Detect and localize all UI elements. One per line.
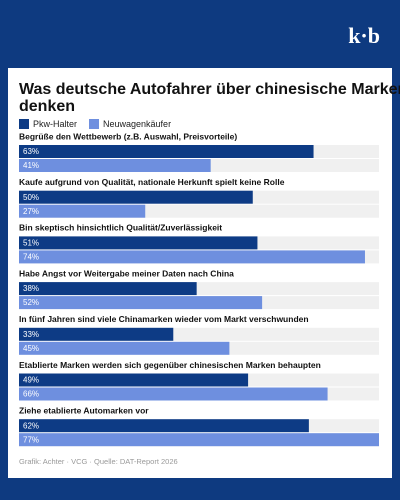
value-label: 33%: [23, 330, 39, 339]
bar: [19, 327, 174, 341]
card: [8, 68, 392, 478]
value-label: 50%: [23, 193, 39, 202]
value-label: 63%: [23, 147, 39, 156]
legend-label: Pkw-Halter: [33, 119, 77, 129]
value-label: 38%: [23, 284, 39, 293]
category-label: Etablierte Marken werden sich gegenüber …: [19, 360, 321, 370]
bar: [19, 204, 146, 218]
bar: [19, 145, 314, 158]
category-label: Begrüße den Wettbewerb (z.B. Auswahl, Pr…: [19, 131, 237, 141]
bar: [19, 159, 211, 172]
category-label: Ziehe etablierte Automarken vor: [19, 405, 149, 415]
value-label: 52%: [23, 298, 39, 307]
bar: [19, 387, 328, 401]
value-label: 62%: [23, 421, 39, 430]
value-label: 74%: [23, 253, 39, 262]
bar: [19, 250, 365, 264]
bar: [19, 373, 249, 387]
legend-swatch: [19, 119, 29, 129]
category-label: Bin skeptisch hinsichtlich Qualität/Zuve…: [19, 223, 222, 233]
value-label: 49%: [23, 376, 39, 385]
legend-swatch: [89, 119, 100, 129]
bar: [19, 341, 230, 355]
bar: [19, 236, 258, 250]
logo: k·b: [348, 23, 380, 48]
bar: [19, 296, 263, 310]
legend-label: Neuwagenkäufer: [103, 119, 171, 129]
value-label: 27%: [23, 207, 39, 216]
bar: [19, 190, 253, 204]
category-label: Habe Angst vor Weitergabe meiner Daten n…: [19, 268, 234, 278]
value-label: 51%: [23, 239, 39, 248]
bar: [19, 419, 309, 433]
value-label: 66%: [23, 390, 39, 399]
source: Grafik: Achter · VCG · Quelle: DAT-Repor…: [19, 457, 178, 466]
value-label: 77%: [23, 435, 39, 444]
value-label: 45%: [23, 344, 39, 353]
value-label: 41%: [23, 161, 39, 170]
bar: [19, 282, 197, 296]
bar: [19, 433, 379, 447]
category-label: In fünf Jahren sind viele Chinamarken wi…: [19, 314, 309, 324]
category-label: Kaufe aufgrund von Qualität, nationale H…: [19, 177, 285, 187]
chart-title: Was deutsche Autofahrer über chinesische…: [19, 81, 400, 115]
